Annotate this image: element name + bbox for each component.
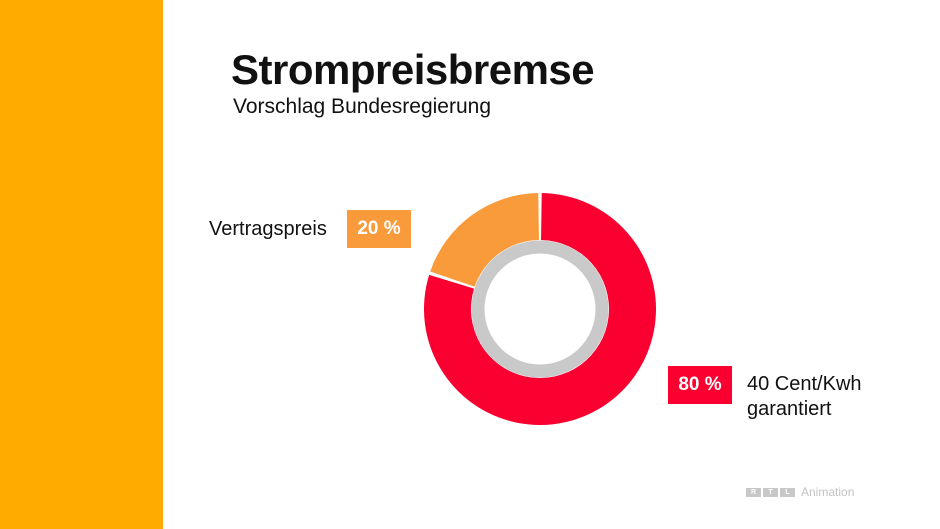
data-label-80-percent: 80 %	[668, 366, 732, 404]
watermark-text: Animation	[801, 485, 855, 499]
slice-label-line-2: garantiert	[747, 398, 832, 420]
page-subtitle: Vorschlag Bundesregierung	[233, 95, 492, 118]
slice-label-line-1: 40 Cent/Kwh	[747, 373, 862, 395]
pie-slice-20-percent	[430, 193, 539, 287]
page-title: Strompreisbremse	[231, 46, 595, 93]
slice-label-garantiert: 40 Cent/Kwh garantiert	[747, 372, 862, 422]
rtl-logo-letter: T	[763, 487, 778, 497]
rtl-animation-watermark: R T L Animation	[746, 485, 854, 499]
data-label-20-percent: 20 %	[347, 210, 411, 248]
slice-label-vertragspreis: Vertragspreis	[209, 218, 327, 240]
rtl-logo-letter: L	[780, 487, 795, 497]
orange-side-bar	[0, 0, 163, 529]
rtl-logo-letter: R	[746, 487, 761, 497]
pie-slice-80-percent	[424, 193, 656, 425]
donut-inner-ring	[471, 240, 609, 378]
